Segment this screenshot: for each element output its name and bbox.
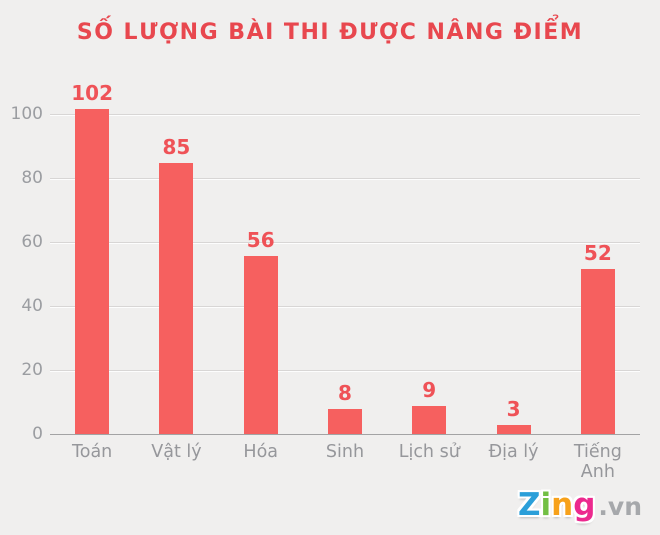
gridline-y-80: 80 xyxy=(21,168,640,188)
x-axis-label-Tiếng Anh: Tiếng Anh xyxy=(573,442,622,482)
bar-value-label: 3 xyxy=(506,397,521,422)
gridline-y-100: 100 xyxy=(11,104,640,124)
bar-chart-plot-area: 0 20 40 60 80 100 102 85 56 8 9 3 52 xyxy=(11,82,640,444)
logo-letter-n: n xyxy=(551,487,574,523)
gridline-y-20: 20 xyxy=(21,360,640,380)
x-axis-label-Lịch sử: Lịch sử xyxy=(398,442,460,462)
logo-letter-Z: Z xyxy=(518,487,541,523)
x-axis-label-Địa lý: Địa lý xyxy=(488,442,539,462)
bar-value-label: 102 xyxy=(71,80,114,105)
zing-vn-logo: Zing .vn xyxy=(518,490,642,521)
bars-layer: 102 85 56 8 9 3 52 xyxy=(50,55,640,435)
gridline-y-40: 40 xyxy=(21,296,640,316)
x-axis-label-Sinh: Sinh xyxy=(325,442,365,462)
y-axis-tick-label-100: 100 xyxy=(10,104,43,124)
x-axis-labels: Toán Vật lý Hóa Sinh Lịch sử Địa lý Tiếng Anh xyxy=(50,442,640,482)
bar-slot-2: 56 xyxy=(219,229,303,435)
chart-title: SỐ LƯỢNG BÀI THI ĐƯỢC NÂNG ĐIỂM xyxy=(76,20,584,45)
bar-value-label: 56 xyxy=(246,227,275,252)
y-axis-tick-label-40: 40 xyxy=(21,296,43,316)
bar-Hóa xyxy=(243,255,278,435)
y-axis-tick-label-20: 20 xyxy=(21,360,43,380)
zing-logo-letters: Zing xyxy=(518,490,595,521)
x-axis-label-Toán: Toán xyxy=(72,442,113,462)
y-axis-tick-label-80: 80 xyxy=(21,168,43,188)
x-axis-label-Vật lý: Vật lý xyxy=(151,442,202,462)
bar-value-label: 52 xyxy=(583,240,612,265)
bar-slot-3: 8 xyxy=(303,382,387,435)
bar-slot-5: 3 xyxy=(471,398,555,435)
bar-value-label: 8 xyxy=(338,381,352,406)
bar-Tiếng Anh xyxy=(580,268,615,435)
logo-letter-g: g xyxy=(573,487,596,523)
y-axis-tick-label-0: 0 xyxy=(32,424,43,444)
gridline-y-60: 60 xyxy=(21,232,640,252)
gridline-y-0: 0 xyxy=(32,424,640,444)
bar-Địa lý xyxy=(496,425,531,435)
bar-slot-6: 52 xyxy=(556,242,640,435)
logo-suffix: .vn xyxy=(598,492,642,521)
bar-value-label: 9 xyxy=(422,378,437,403)
bar-slot-1: 85 xyxy=(134,136,218,435)
bar-Lịch sử xyxy=(412,406,447,435)
bar-value-label: 85 xyxy=(162,135,191,159)
bar-Toán xyxy=(75,108,110,435)
bar-slot-0: 102 xyxy=(50,82,134,435)
bar-slot-4: 9 xyxy=(387,379,471,435)
bar-Sinh xyxy=(327,409,362,435)
bar-Vật lý xyxy=(159,163,194,435)
x-axis-label-Hóa: Hóa xyxy=(243,442,278,462)
y-axis-tick-label-60: 60 xyxy=(21,232,43,252)
logo-letter-i: i xyxy=(540,487,552,523)
